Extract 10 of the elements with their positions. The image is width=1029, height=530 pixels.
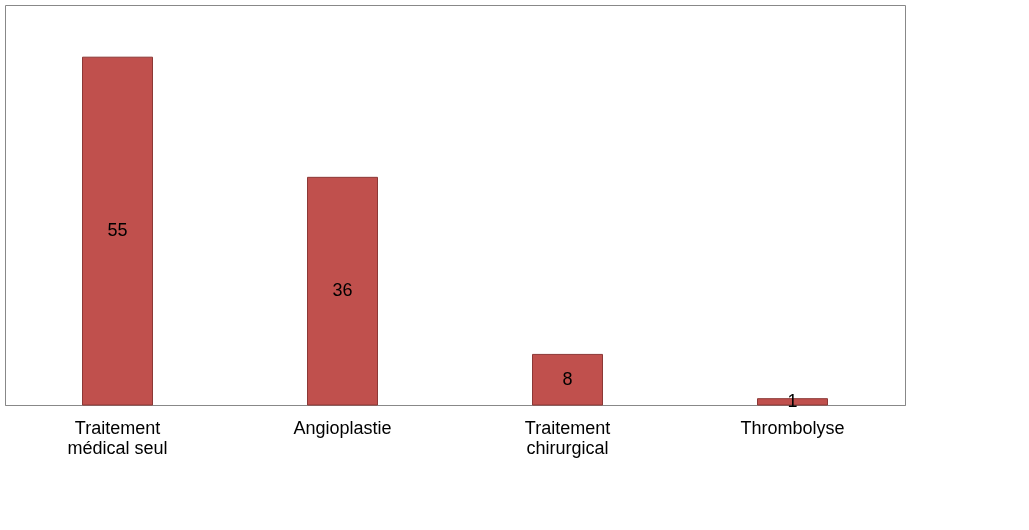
bar — [307, 176, 378, 406]
x-tick-label: Traitement médical seul — [67, 417, 168, 458]
bar — [532, 353, 603, 406]
x-tick-label: Traitement chirurgical — [524, 417, 611, 458]
x-tick-label: Thrombolyse — [740, 417, 845, 438]
data-label: 8 — [562, 368, 573, 389]
data-label: 55 — [107, 220, 128, 241]
data-label: 36 — [332, 280, 353, 301]
bar — [82, 56, 153, 406]
x-tick-label: Angioplastie — [293, 417, 392, 438]
